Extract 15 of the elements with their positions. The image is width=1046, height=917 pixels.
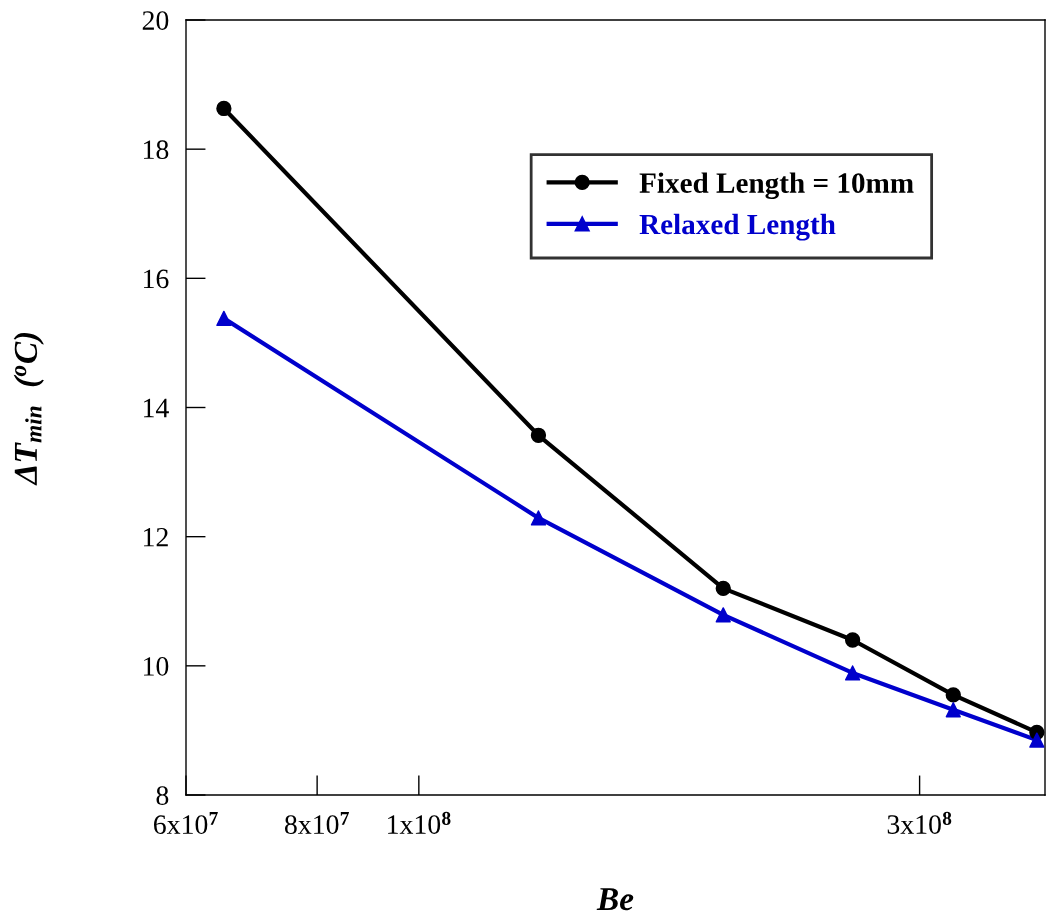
x-tick-label: 1x10$^{8}$ xyxy=(388,811,451,834)
y-tick-label: 20 xyxy=(142,11,169,30)
legend-label: Relaxed Length xyxy=(639,213,836,241)
y-tick-label: 14 xyxy=(144,398,169,418)
x-tick-label: 3x10$^{8}$ xyxy=(887,811,952,834)
y-tick-label: 18 xyxy=(144,140,169,160)
y-tick-label: 8 xyxy=(156,786,169,805)
x-tick-label: 8x10$^{7}$ xyxy=(284,812,349,834)
y-axis-title: ΔT$_{min}$ ($^{o}$C) xyxy=(13,332,44,486)
y-tick-label: 10 xyxy=(144,657,169,676)
legend-label: Fixed Length = 10mm xyxy=(639,172,914,200)
y-tick-label: 16 xyxy=(144,269,169,289)
x-tick-label: 6x10$^{7}$ xyxy=(154,812,218,834)
x-axis-title: Be xyxy=(596,888,634,911)
y-tick-label: 12 xyxy=(144,527,168,547)
